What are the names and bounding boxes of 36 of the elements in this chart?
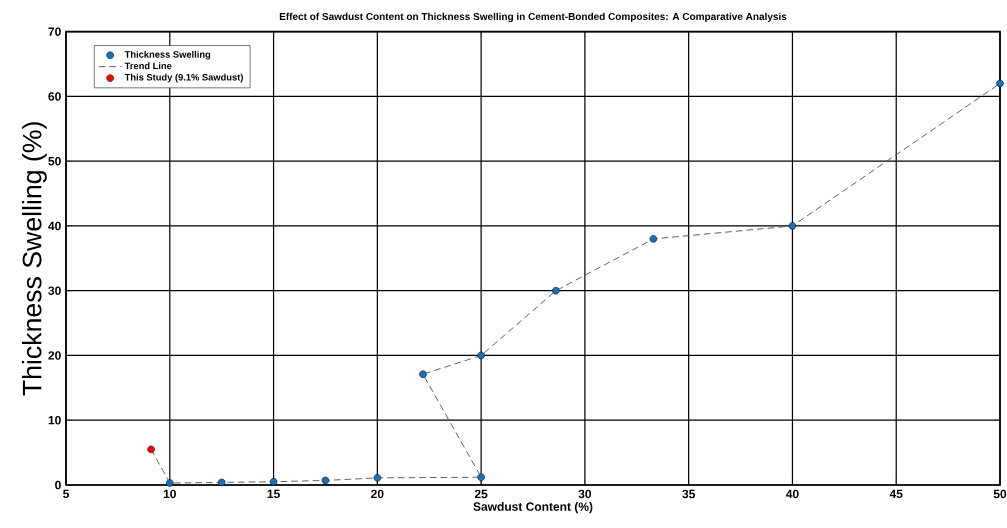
x-axis-title: Sawdust Content (%)	[473, 502, 593, 514]
point	[788, 222, 797, 230]
legend-label: Trend Line	[124, 62, 172, 70]
point	[269, 478, 278, 486]
legend-label: This Study (9.1% Sawdust)	[124, 73, 243, 83]
x-tick-label: 35	[682, 489, 695, 499]
x-tick-label: 15	[267, 489, 280, 499]
y-tick-label: 0	[55, 480, 61, 490]
y-tick-label: 50	[48, 156, 61, 166]
point	[552, 286, 560, 295]
x-tick-label: 45	[889, 489, 903, 499]
y-tick-label: 20	[48, 351, 61, 360]
x-tick-label: 10	[163, 489, 176, 499]
point	[477, 473, 485, 481]
point	[147, 445, 155, 454]
point	[166, 479, 174, 487]
point	[477, 351, 485, 360]
y-tick-label: 10	[48, 415, 61, 425]
y-tick-label: 40	[48, 221, 61, 231]
legend-label: Thickness Swelling	[124, 50, 211, 60]
point	[419, 370, 427, 378]
point	[321, 476, 330, 485]
y-tick-label: 70	[48, 27, 61, 36]
x-tick-label: 25	[474, 489, 488, 499]
point	[217, 478, 226, 487]
y-tick-label: 30	[48, 286, 61, 295]
point	[373, 474, 382, 482]
point	[649, 235, 658, 243]
x-tick-label: 20	[371, 489, 384, 499]
x-tick-label: 40	[785, 489, 799, 499]
y-tick-label: 60	[48, 92, 61, 101]
x-tick-label: 5	[63, 489, 70, 499]
x-tick-label: 50	[993, 489, 1007, 499]
x-tick-label: 30	[578, 489, 592, 499]
y-axis-title: Thickness Swelling (%)	[21, 122, 47, 396]
chart-title: Effect of Sawdust Content on Thickness Swelling in Cement-Bonded Composites: A Comparative Analysis	[279, 12, 787, 23]
